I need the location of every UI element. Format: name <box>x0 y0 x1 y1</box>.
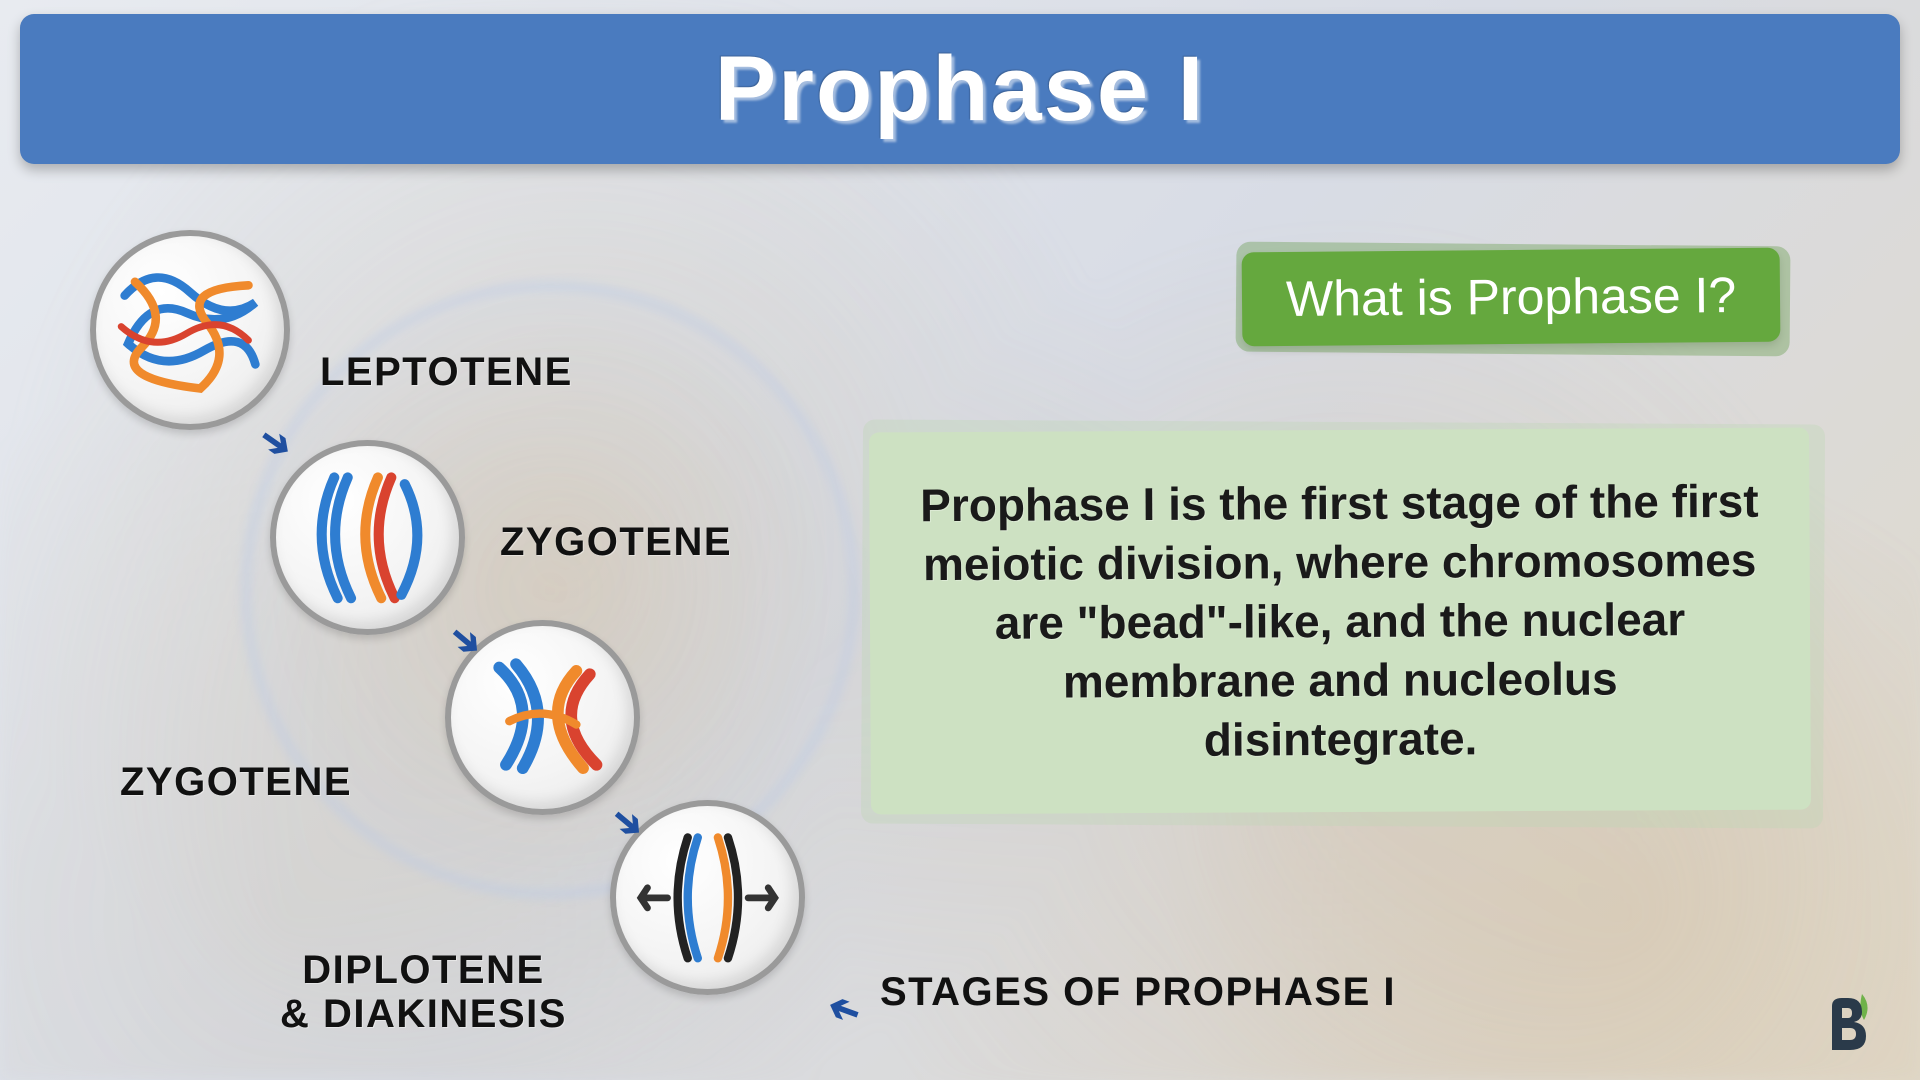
stage-label-1: ZYGOTENE <box>500 520 732 564</box>
chromatin-illustration <box>459 634 627 802</box>
stage-label-0: LEPTOTENE <box>320 350 573 394</box>
definition-box: Prophase I is the first stage of the fir… <box>869 428 1811 815</box>
chromatin-illustration <box>284 454 452 622</box>
header-bar: Prophase I <box>20 14 1900 164</box>
stage-label-2: ZYGOTENE <box>120 760 352 804</box>
question-badge: What is Prophase I? <box>1241 248 1780 347</box>
stage-label-3: DIPLOTENE & DIAKINESIS <box>280 948 567 1036</box>
page-title: Prophase I <box>715 37 1205 142</box>
brand-logo <box>1812 986 1880 1054</box>
stage-circle-0 <box>90 230 290 430</box>
question-text: What is Prophase I? <box>1286 267 1737 327</box>
definition-text: Prophase I is the first stage of the fir… <box>919 472 1761 771</box>
stage-circle-1 <box>270 440 465 635</box>
chromatin-illustration <box>624 814 792 982</box>
chromatin-illustration <box>104 244 276 416</box>
stages-caption: STAGES OF PROPHASE I <box>880 970 1396 1015</box>
logo-icon <box>1812 986 1880 1054</box>
